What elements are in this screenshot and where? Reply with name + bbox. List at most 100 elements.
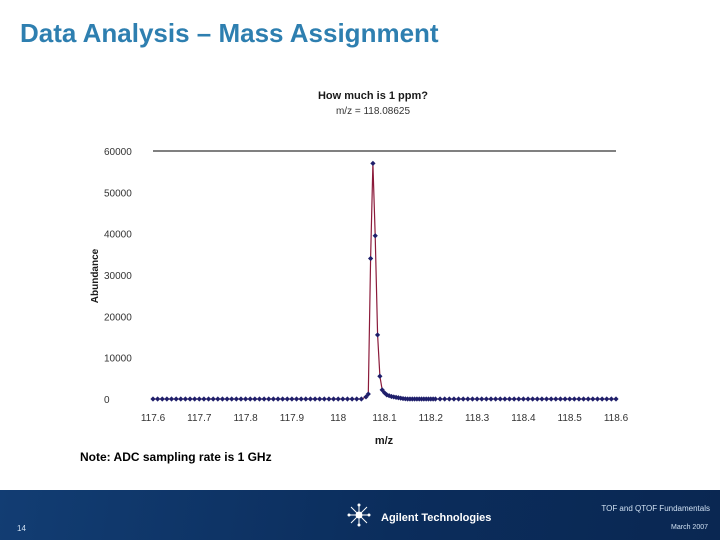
x-tick-label: 118.3 (465, 413, 490, 424)
data-point-marker (303, 396, 309, 402)
data-point-marker (275, 396, 281, 402)
data-point-marker (349, 396, 355, 402)
y-tick-label: 20000 (104, 312, 132, 323)
data-point-marker (168, 396, 175, 402)
data-point-marker (379, 387, 385, 393)
data-point-marker (506, 396, 513, 402)
data-point-marker (187, 396, 193, 402)
data-point-marker (391, 394, 397, 400)
data-point-marker (196, 396, 202, 402)
data-point-marker (326, 396, 332, 402)
data-point-marker (205, 396, 212, 402)
data-point-marker (270, 396, 276, 402)
y-tick-label: 60000 (104, 147, 132, 158)
data-point-marker (155, 396, 161, 402)
data-point-marker (312, 396, 318, 402)
y-tick-label: 0 (104, 395, 110, 406)
data-point-marker (340, 396, 346, 402)
y-tick-label: 50000 (104, 188, 132, 199)
chart-subtitle: m/z = 118.08625 (336, 106, 410, 117)
data-point-marker (567, 396, 573, 402)
data-point-marker (525, 396, 531, 402)
data-point-marker (613, 396, 619, 402)
data-point-marker (224, 396, 230, 402)
y-tick-label: 30000 (104, 271, 132, 282)
data-point-marker (530, 396, 536, 402)
data-point-marker (594, 396, 601, 402)
data-point-marker (178, 396, 184, 402)
y-axis-label: Abundance (90, 248, 101, 303)
data-point-marker (585, 396, 591, 402)
x-tick-label: 118.2 (419, 413, 444, 424)
data-point-marker (493, 396, 499, 402)
chart: How much is 1 ppm? m/z = 118.08625 Abund… (90, 90, 629, 447)
data-point-marker (298, 396, 304, 402)
x-axis-label: m/z (375, 435, 394, 447)
footer-bar: 14 Agilent Technologies TOF and QTOF Fun… (0, 490, 720, 540)
data-point-marker (502, 396, 508, 402)
data-point-marker (608, 396, 614, 402)
data-point-marker (557, 396, 564, 402)
data-point-marker (446, 396, 452, 402)
agilent-spark-logo-icon (347, 503, 371, 527)
data-point-marker (229, 396, 235, 402)
data-point-marker (159, 396, 165, 402)
page-number: 14 (17, 524, 26, 533)
footnote: Note: ADC sampling rate is 1 GHz (80, 450, 272, 464)
x-tick-label: 118.1 (372, 413, 397, 424)
data-point-marker (182, 396, 189, 402)
data-point-marker (293, 396, 300, 402)
data-point-marker (580, 396, 587, 402)
x-tick-label: 118.4 (511, 413, 536, 424)
series-line (153, 163, 616, 400)
data-point-marker (370, 160, 376, 166)
data-point-marker (363, 394, 369, 400)
data-point-marker (256, 396, 263, 402)
data-point-marker (210, 396, 216, 402)
data-point-marker (150, 396, 156, 402)
x-tick-label: 118.6 (604, 413, 629, 424)
data-point-marker (215, 396, 221, 402)
data-point-marker (233, 396, 239, 402)
data-point-marker (374, 332, 381, 338)
data-point-marker (358, 396, 364, 402)
data-point-marker (474, 396, 480, 402)
presentation-date: March 2007 (671, 524, 708, 531)
data-point-marker (261, 396, 267, 402)
data-point-marker (307, 396, 314, 402)
data-point-marker (534, 396, 540, 402)
data-point-marker (548, 396, 554, 402)
data-point-marker (377, 373, 383, 379)
data-point-marker (321, 396, 327, 402)
y-tick-label: 40000 (104, 230, 132, 241)
data-point-marker (335, 396, 341, 402)
data-point-marker (488, 396, 494, 402)
data-point-marker (201, 396, 207, 402)
data-point-marker (219, 396, 226, 402)
data-point-marker (432, 396, 439, 402)
x-tick-label: 117.6 (141, 413, 166, 424)
data-point-marker (497, 396, 503, 402)
slide-title: Data Analysis – Mass Assignment (20, 18, 439, 48)
data-point-marker (553, 396, 559, 402)
data-point-marker (192, 396, 198, 402)
data-point-marker (247, 396, 253, 402)
data-point-marker (238, 396, 244, 402)
data-point-marker (539, 396, 545, 402)
data-point-marker (562, 396, 568, 402)
data-point-marker (451, 396, 457, 402)
data-point-marker (479, 396, 485, 402)
data-point-marker (442, 396, 448, 402)
data-point-marker (243, 396, 249, 402)
x-tick-label: 118.5 (558, 413, 583, 424)
y-tick-label: 10000 (104, 354, 132, 365)
data-point-marker (511, 396, 517, 402)
data-point-marker (317, 396, 323, 402)
data-point-marker (266, 396, 272, 402)
data-point-marker (164, 396, 170, 402)
data-point-marker (604, 396, 610, 402)
x-tick-label: 117.8 (233, 413, 258, 424)
data-point-marker (576, 396, 582, 402)
data-point-marker (284, 396, 290, 402)
data-point-marker (330, 396, 337, 402)
